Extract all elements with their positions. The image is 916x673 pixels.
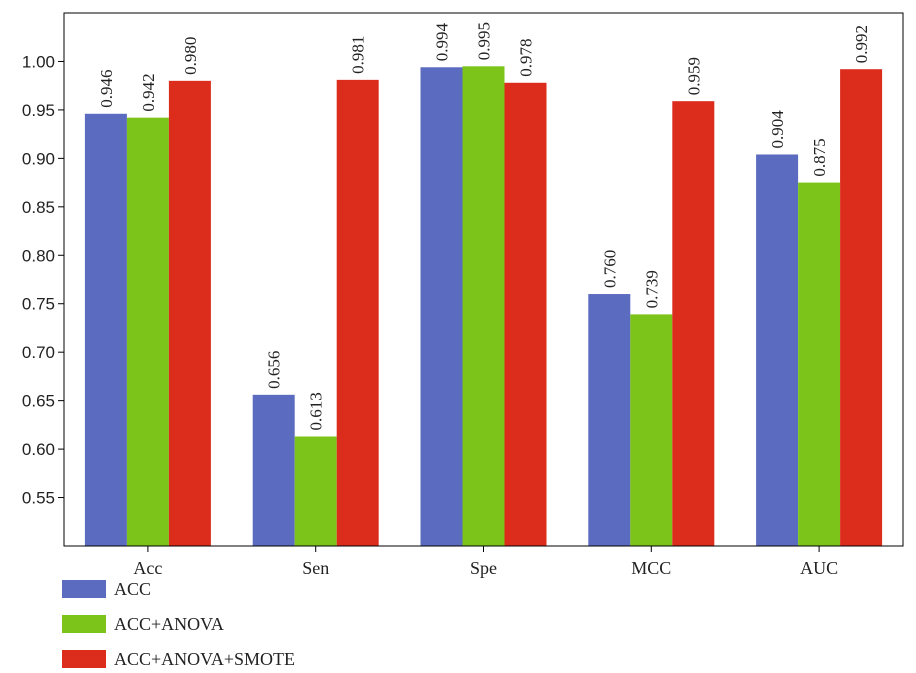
- data-label: 0.994: [433, 23, 452, 62]
- legend-label: ACC: [114, 579, 151, 599]
- data-label: 0.992: [852, 25, 871, 63]
- bar-auc-series-1: [756, 154, 799, 546]
- bar-spe-series-3: [504, 82, 547, 547]
- bar-mcc-series-2: [630, 314, 673, 546]
- bar-acc-series-2: [126, 117, 169, 547]
- data-label: 0.942: [139, 73, 158, 111]
- y-tick-label: 0.95: [22, 101, 55, 120]
- bar-acc-series-3: [168, 80, 211, 546]
- data-label: 0.946: [97, 70, 116, 108]
- data-label: 0.981: [349, 36, 368, 74]
- y-tick-label: 0.60: [22, 440, 55, 459]
- data-label: 0.739: [642, 270, 661, 308]
- data-label: 0.959: [684, 57, 703, 95]
- x-tick-label: Spe: [470, 558, 497, 578]
- data-label: 0.995: [475, 22, 494, 60]
- y-tick-label: 0.65: [22, 392, 55, 411]
- y-tick-label: 0.75: [22, 295, 55, 314]
- bar-sen-series-2: [294, 436, 337, 546]
- data-label: 0.904: [768, 110, 787, 149]
- data-labels: 0.946 0.942 0.980 0.656 0.613 0.981 0.994 0.995…: [97, 22, 871, 430]
- y-tick-label: 0.80: [22, 246, 55, 265]
- bar-mcc-series-3: [672, 101, 715, 547]
- bar-auc-series-2: [798, 182, 841, 546]
- legend-label: ACC+ANOVA+SMOTE: [114, 649, 295, 669]
- legend-label: ACC+ANOVA: [114, 614, 224, 634]
- y-tick-label: 0.70: [22, 343, 55, 362]
- x-tick-label: MCC: [631, 558, 671, 578]
- bar-sen-series-3: [336, 79, 379, 546]
- bar-spe-series-2: [462, 66, 505, 547]
- plot-frame: [63, 12, 904, 547]
- data-label: 0.613: [307, 392, 326, 430]
- bars: [84, 66, 883, 547]
- x-tick-label: Acc: [133, 558, 162, 578]
- bar-mcc-series-1: [588, 294, 631, 546]
- y-tick-label: 0.85: [22, 198, 55, 217]
- y-tick-label: 0.90: [22, 149, 55, 168]
- bar-sen-series-1: [252, 394, 295, 546]
- data-label: 0.978: [517, 39, 536, 77]
- data-label: 0.875: [810, 138, 829, 176]
- x-tick-label: Sen: [302, 558, 329, 578]
- legend-swatch: [62, 580, 106, 598]
- bar-auc-series-3: [840, 69, 883, 546]
- data-label: 0.980: [181, 37, 200, 75]
- data-label: 0.656: [265, 351, 284, 389]
- y-tick-label: 0.55: [22, 489, 55, 508]
- x-tick-label: AUC: [800, 558, 838, 578]
- y-axis: 0.55 0.60 0.65 0.70 0.75 0.80 0.85 0.90 0.95 1.00: [22, 52, 64, 508]
- x-axis: Acc Sen Spe MCC AUC: [133, 546, 838, 578]
- y-tick-label: 1.00: [22, 52, 55, 71]
- data-label: 0.760: [600, 250, 619, 288]
- legend: ACC ACC+ANOVA ACC+ANOVA+SMOTE: [62, 579, 295, 669]
- bar-spe-series-1: [420, 67, 463, 546]
- bar-acc-series-1: [84, 113, 127, 546]
- legend-swatch: [62, 615, 106, 633]
- legend-swatch: [62, 650, 106, 668]
